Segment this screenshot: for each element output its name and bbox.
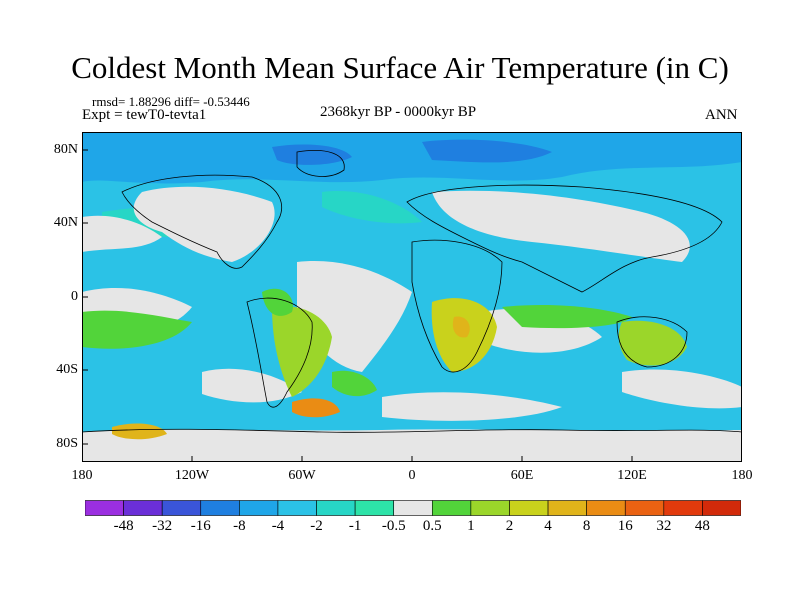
antarctic-warm-spot	[112, 423, 167, 440]
experiment-label: Expt = tewT0-tevta1	[82, 107, 207, 123]
colorbar-label: -8	[233, 518, 246, 534]
indian-ocean-warm	[502, 305, 632, 329]
y-tick-40s: 40S	[56, 362, 78, 377]
colorbar-label: 8	[582, 518, 591, 534]
coastline-eurasia	[406, 184, 723, 293]
colorbar-label: -48	[113, 518, 134, 534]
australia-warm	[618, 320, 687, 366]
south-pacific-neutral	[202, 368, 302, 403]
tropical-pacific-warm	[82, 310, 192, 349]
colorbar-swatch	[586, 500, 626, 516]
x-tick-60e: 60E	[510, 468, 534, 483]
colorbar-swatch	[470, 500, 510, 516]
colorbar-label: -4	[271, 518, 285, 534]
colorbar-swatch	[277, 500, 317, 516]
coastline-australia	[616, 316, 688, 368]
colorbar	[85, 500, 741, 516]
colorbar-swatch	[431, 500, 472, 516]
southern-ocean-neutral	[382, 392, 562, 421]
y-tick-40n: 40N	[53, 215, 78, 230]
colorbar-label: 2	[505, 518, 514, 534]
south-america-warm	[272, 306, 332, 397]
x-tick-180w: 180	[71, 468, 93, 483]
south-atlantic-warm	[332, 370, 377, 397]
colorbar-label: -2	[310, 518, 323, 534]
colorbar-swatch	[509, 500, 549, 516]
colorbar-swatch	[702, 500, 741, 516]
colorbar-label: -0.5	[381, 518, 406, 534]
colorbar-label: -16	[190, 518, 211, 534]
colorbar-swatch	[200, 500, 240, 516]
colorbar-swatch	[547, 500, 587, 516]
colorbar-swatch	[85, 500, 124, 516]
colorbar-label: -32	[152, 518, 173, 534]
plot-title: Coldest Month Mean Surface Air Temperatu…	[71, 50, 729, 85]
period-label: 2368kyr BP - 0000kyr BP	[320, 104, 477, 120]
coastline-antarctica	[82, 428, 742, 433]
colorbar-swatch	[393, 500, 433, 516]
colorbar-label: 0.5	[422, 518, 442, 534]
colorbar-swatch	[161, 500, 202, 516]
africa-hot-spot	[452, 316, 470, 338]
colorbar-swatch	[239, 500, 279, 516]
coastline-north-america	[121, 174, 283, 269]
colorbar-label: 16	[617, 518, 633, 534]
pacific-south-neutral	[622, 369, 742, 409]
x-tick-120w: 120W	[174, 468, 210, 483]
colorbar-swatch	[663, 500, 703, 516]
colorbar-swatch	[624, 500, 665, 516]
x-tick-180e: 180	[731, 468, 753, 483]
colorbar-swatch	[354, 500, 395, 516]
y-tick-80n: 80N	[53, 142, 78, 157]
colorbar-swatch	[123, 500, 163, 516]
colorbar-swatch	[316, 500, 356, 516]
x-tick-120e: 120E	[617, 468, 647, 483]
coastline-africa	[411, 239, 503, 373]
colorbar-label: -1	[348, 518, 362, 534]
coastline-south-america	[246, 297, 313, 408]
colorbar-label: 4	[544, 518, 552, 534]
eurasia-neutral	[432, 190, 690, 262]
colorbar-label: 32	[656, 518, 672, 534]
north-atlantic-cyan	[322, 191, 422, 224]
y-tick-80s: 80S	[56, 436, 78, 451]
coastline-greenland	[296, 150, 345, 177]
colorbar-label: 1	[467, 518, 475, 534]
x-tick-0: 0	[408, 468, 416, 483]
season-label: ANN	[705, 107, 738, 123]
greenland-cold-region	[272, 144, 352, 165]
arctic-cold-region	[82, 132, 742, 184]
x-tick-60w: 60W	[288, 468, 316, 483]
drake-passage-warm	[292, 398, 340, 418]
colorbar-label: 48	[694, 518, 710, 534]
east-pacific-warm	[262, 288, 293, 316]
antarctic-neutral	[82, 429, 742, 462]
y-tick-0: 0	[71, 289, 78, 304]
north-america-neutral	[133, 186, 275, 262]
stats-text: rmsd= 1.88296 diff= -0.53446	[92, 94, 250, 109]
temperature-map	[82, 132, 742, 462]
siberia-cold-region	[422, 139, 552, 163]
north-pacific-neutral	[82, 215, 162, 252]
